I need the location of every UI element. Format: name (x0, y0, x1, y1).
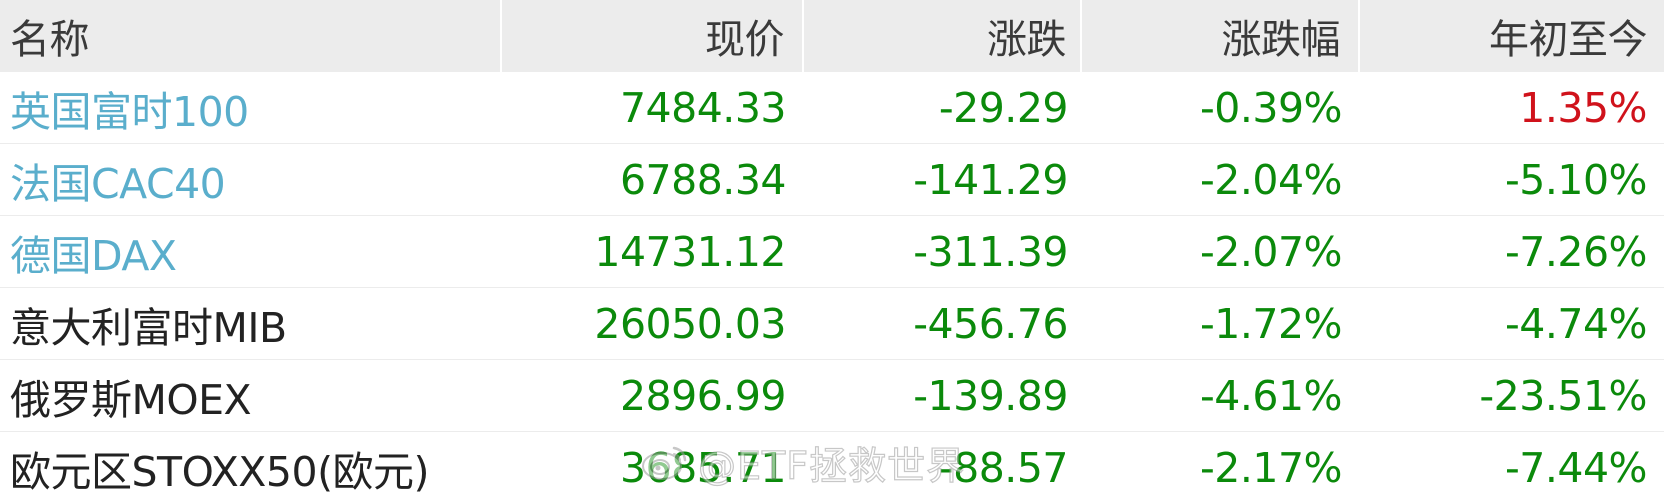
header-change-pct[interactable]: 涨跌幅 (1082, 0, 1360, 72)
index-name[interactable]: 法国CAC40 (10, 159, 226, 208)
index-name[interactable]: 俄罗斯MOEX (10, 375, 252, 424)
index-change-pct: -1.72% (1199, 299, 1343, 348)
header-name[interactable]: 名称 (0, 0, 502, 72)
index-ytd: 1.35% (1519, 83, 1647, 132)
index-change: -88.57 (938, 444, 1069, 492)
index-change: -456.76 (913, 299, 1068, 348)
header-change[interactable]: 涨跌 (804, 0, 1082, 72)
index-change-pct: -2.04% (1199, 155, 1343, 204)
header-price[interactable]: 现价 (502, 0, 804, 72)
index-name[interactable]: 英国富时100 (10, 87, 249, 136)
table-row[interactable]: 俄罗斯MOEX 2896.99 -139.89 -4.61% -23.51% (0, 360, 1664, 432)
index-change: -311.39 (913, 227, 1068, 276)
index-ytd: -7.26% (1504, 227, 1648, 276)
table-header: 名称 现价 涨跌 涨跌幅 年初至今 (0, 0, 1664, 72)
header-ytd[interactable]: 年初至今 (1489, 17, 1648, 63)
index-price: 2896.99 (619, 371, 787, 420)
table-row[interactable]: 德国DAX 14731.12 -311.39 -2.07% -7.26% (0, 216, 1664, 288)
index-change: -139.89 (913, 371, 1068, 420)
index-change-pct: -0.39% (1199, 83, 1343, 132)
index-ytd: -7.44% (1504, 444, 1648, 492)
index-name[interactable]: 意大利富时MIB (10, 303, 287, 352)
index-change-pct: -2.17% (1199, 444, 1343, 492)
index-change-pct: -4.61% (1199, 371, 1343, 420)
index-change-pct: -2.07% (1199, 227, 1343, 276)
index-price: 14731.12 (594, 227, 786, 276)
table-row[interactable]: 意大利富时MIB 26050.03 -456.76 -1.72% -4.74% (0, 288, 1664, 360)
index-name[interactable]: 欧元区STOXX50(欧元) (10, 448, 430, 496)
table-row[interactable]: 法国CAC40 6788.34 -141.29 -2.04% -5.10% (0, 144, 1664, 216)
index-change: -141.29 (913, 155, 1068, 204)
index-price: 3685.71 (619, 444, 787, 492)
index-ytd: -23.51% (1479, 371, 1647, 420)
index-ytd: -4.74% (1504, 299, 1648, 348)
index-price: 26050.03 (594, 299, 786, 348)
index-ytd: -5.10% (1504, 155, 1648, 204)
table-row[interactable]: 英国富时100 7484.33 -29.29 -0.39% 1.35% (0, 72, 1664, 144)
index-name[interactable]: 德国DAX (10, 231, 177, 280)
index-price: 7484.33 (619, 83, 787, 132)
index-price: 6788.34 (619, 155, 787, 204)
table-row[interactable]: 欧元区STOXX50(欧元) 3685.71 -88.57 -2.17% -7.… (0, 432, 1664, 504)
index-change: -29.29 (938, 83, 1069, 132)
